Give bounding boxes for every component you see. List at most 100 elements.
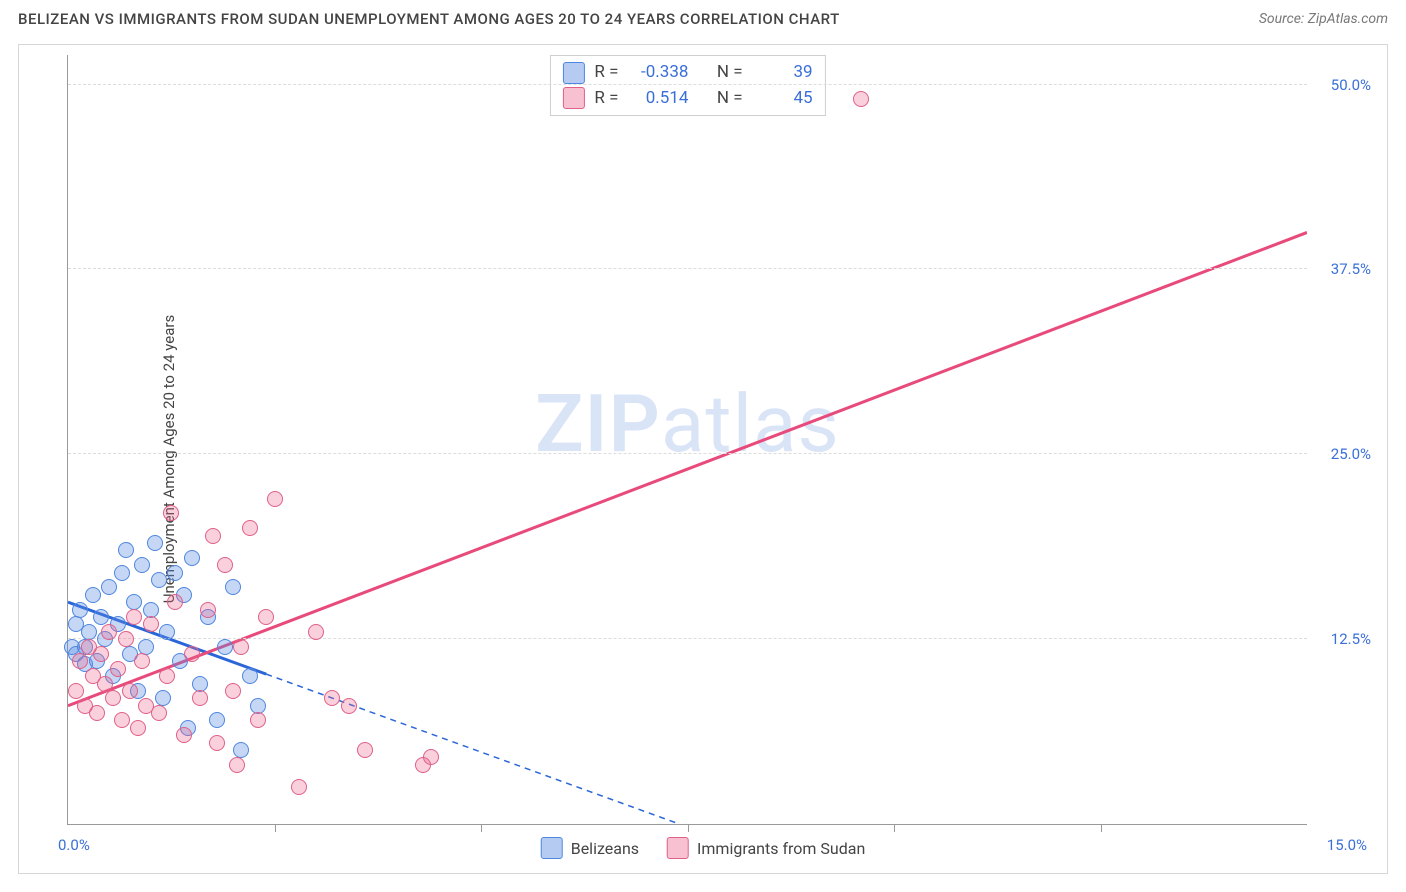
- legend-item-s1: Belizeans: [541, 837, 639, 859]
- scatter-point: [134, 557, 150, 573]
- x-axis-min-label: 0.0%: [58, 836, 90, 854]
- scatter-point: [81, 624, 97, 640]
- scatter-point: [118, 542, 134, 558]
- scatter-point: [192, 676, 208, 692]
- scatter-point: [105, 690, 121, 706]
- scatter-point: [72, 653, 88, 669]
- r-label: R =: [594, 60, 618, 86]
- chart-title: BELIZEAN VS IMMIGRANTS FROM SUDAN UNEMPL…: [18, 10, 840, 28]
- legend-label-s1: Belizeans: [571, 839, 639, 858]
- swatch-s2: [562, 87, 584, 109]
- scatter-point: [225, 579, 241, 595]
- legend-label-s2: Immigrants from Sudan: [697, 839, 865, 858]
- legend: Belizeans Immigrants from Sudan: [541, 837, 866, 859]
- scatter-point: [68, 683, 84, 699]
- scatter-point: [110, 661, 126, 677]
- n-label: N =: [717, 60, 743, 86]
- scatter-point: [93, 609, 109, 625]
- scatter-point: [341, 698, 357, 714]
- scatter-point: [85, 587, 101, 603]
- scatter-point: [126, 594, 142, 610]
- scatter-point: [134, 653, 150, 669]
- scatter-point: [225, 683, 241, 699]
- scatter-point: [242, 668, 258, 684]
- scatter-point: [176, 727, 192, 743]
- x-tick: [894, 824, 895, 832]
- scatter-point: [250, 712, 266, 728]
- y-tick-label: 12.5%: [1331, 630, 1371, 648]
- n-value-s2: 45: [753, 86, 813, 112]
- scatter-point: [184, 550, 200, 566]
- x-tick: [275, 824, 276, 832]
- scatter-point: [233, 742, 249, 758]
- scatter-point: [242, 520, 258, 536]
- scatter-point: [101, 579, 117, 595]
- scatter-point: [167, 565, 183, 581]
- scatter-point: [147, 535, 163, 551]
- x-tick: [688, 824, 689, 832]
- scatter-point: [217, 639, 233, 655]
- scatter-point: [209, 712, 225, 728]
- r-value-s2: 0.514: [628, 86, 688, 112]
- scatter-point: [209, 735, 225, 751]
- scatter-point: [163, 505, 179, 521]
- x-axis-max-label: 15.0%: [1327, 836, 1367, 854]
- stats-row-s1: R = -0.338 N = 39: [562, 60, 812, 86]
- y-tick-label: 25.0%: [1331, 445, 1371, 463]
- scatter-point: [192, 690, 208, 706]
- gridline: [68, 638, 1307, 639]
- scatter-point: [184, 646, 200, 662]
- gridline: [68, 453, 1307, 454]
- n-label: N =: [717, 86, 743, 112]
- gridline: [68, 84, 1307, 85]
- x-tick: [481, 824, 482, 832]
- scatter-point: [357, 742, 373, 758]
- legend-swatch-s1: [541, 837, 563, 859]
- legend-swatch-s2: [667, 837, 689, 859]
- stats-row-s2: R = 0.514 N = 45: [562, 86, 812, 112]
- scatter-point: [93, 646, 109, 662]
- scatter-point: [151, 572, 167, 588]
- r-label: R =: [594, 86, 618, 112]
- scatter-point: [200, 602, 216, 618]
- scatter-point: [853, 91, 869, 107]
- scatter-point: [217, 557, 233, 573]
- scatter-point: [143, 616, 159, 632]
- watermark: ZIPatlas: [535, 377, 840, 471]
- scatter-point: [250, 698, 266, 714]
- scatter-point: [324, 690, 340, 706]
- x-tick: [1101, 824, 1102, 832]
- chart-container: Unemployment Among Ages 20 to 24 years Z…: [18, 44, 1388, 874]
- scatter-point: [267, 491, 283, 507]
- scatter-point: [122, 683, 138, 699]
- source-attribution: Source: ZipAtlas.com: [1259, 11, 1388, 27]
- scatter-point: [143, 602, 159, 618]
- r-value-s1: -0.338: [628, 60, 688, 86]
- stats-box: R = -0.338 N = 39 R = 0.514 N = 45: [549, 55, 825, 116]
- scatter-point: [308, 624, 324, 640]
- scatter-point: [114, 565, 130, 581]
- plot-area: ZIPatlas R = -0.338 N = 39 R = 0.514 N =…: [67, 55, 1307, 825]
- scatter-point: [97, 676, 113, 692]
- swatch-s1: [562, 62, 584, 84]
- scatter-point: [118, 631, 134, 647]
- scatter-point: [151, 705, 167, 721]
- scatter-point: [423, 749, 439, 765]
- scatter-point: [229, 757, 245, 773]
- legend-item-s2: Immigrants from Sudan: [667, 837, 865, 859]
- scatter-point: [205, 528, 221, 544]
- scatter-point: [233, 639, 249, 655]
- scatter-point: [155, 690, 171, 706]
- n-value-s1: 39: [753, 60, 813, 86]
- scatter-point: [258, 609, 274, 625]
- scatter-point: [138, 639, 154, 655]
- scatter-point: [72, 602, 88, 618]
- scatter-point: [291, 779, 307, 795]
- scatter-point: [126, 609, 142, 625]
- scatter-point: [101, 624, 117, 640]
- y-tick-label: 37.5%: [1331, 260, 1371, 278]
- y-tick-label: 50.0%: [1331, 76, 1371, 94]
- scatter-point: [159, 624, 175, 640]
- scatter-point: [167, 594, 183, 610]
- scatter-point: [89, 705, 105, 721]
